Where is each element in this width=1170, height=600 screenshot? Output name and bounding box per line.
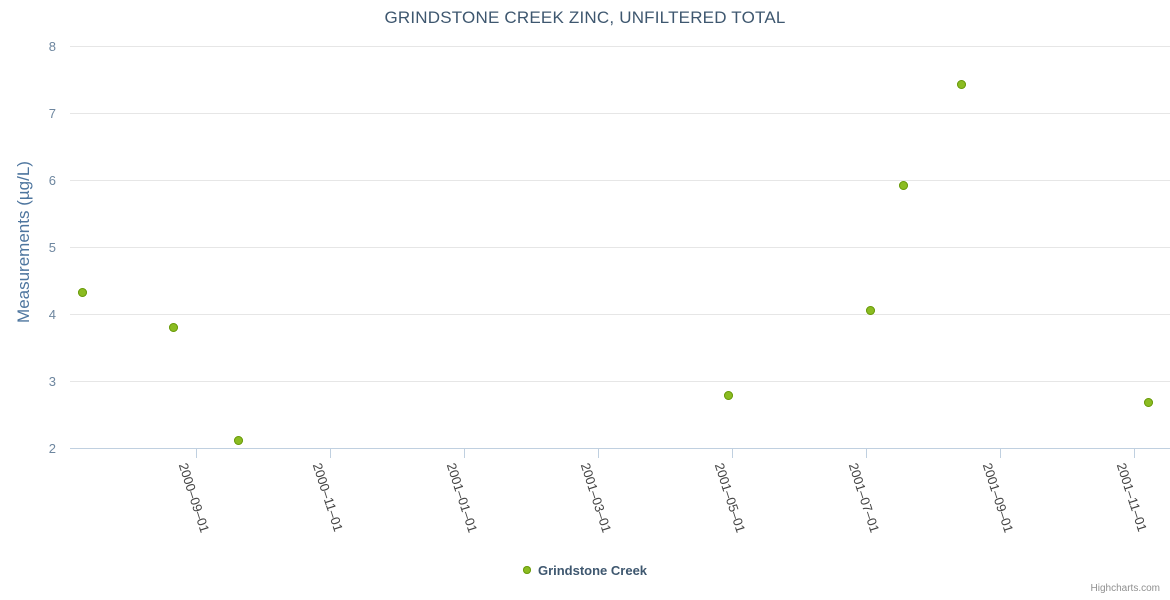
x-axis-tick-label: 2000–09–01 — [175, 461, 213, 535]
x-axis-tick-label: 2001–05–01 — [711, 461, 749, 535]
y-axis-tick-label: 7 — [48, 106, 56, 121]
gridline — [70, 180, 1170, 181]
gridline — [70, 113, 1170, 114]
y-axis-tick-label: 3 — [48, 374, 56, 389]
x-axis-tick-mark — [866, 449, 867, 458]
data-point[interactable] — [233, 435, 243, 445]
x-axis-tick-mark — [1000, 449, 1001, 458]
x-axis-tick-label: 2001–03–01 — [577, 461, 615, 535]
y-axis-tick-label: 2 — [48, 441, 56, 456]
gridline — [70, 247, 1170, 248]
data-point[interactable] — [956, 79, 966, 89]
x-axis-tick-mark — [464, 449, 465, 458]
gridline — [70, 314, 1170, 315]
y-axis-tick-label: 6 — [48, 173, 56, 188]
plot-area — [70, 46, 1170, 449]
data-point[interactable] — [168, 322, 178, 332]
data-point[interactable] — [723, 390, 733, 400]
x-axis-tick-mark — [732, 449, 733, 458]
x-axis-tick-mark — [1134, 449, 1135, 458]
data-point[interactable] — [77, 287, 87, 297]
x-axis-tick-label: 2001–09–01 — [979, 461, 1017, 535]
gridline — [70, 46, 1170, 47]
x-axis-tick-mark — [196, 449, 197, 458]
y-axis-tick-label: 5 — [48, 240, 56, 255]
x-axis-tick-label: 2001–07–01 — [845, 461, 883, 535]
data-point[interactable] — [898, 180, 908, 190]
chart-title: GRINDSTONE CREEK ZINC, UNFILTERED TOTAL — [384, 8, 786, 27]
legend-item-label: Grindstone Creek — [537, 562, 648, 578]
x-axis-tick-label: 2001–01–01 — [443, 461, 481, 535]
data-point[interactable] — [865, 305, 875, 315]
data-point[interactable] — [1143, 397, 1153, 407]
x-axis-line — [70, 448, 1170, 449]
x-axis-tick-mark — [598, 449, 599, 458]
chart-legend: Grindstone Creek — [0, 562, 1170, 578]
credits-link[interactable]: Highcharts.com — [1090, 583, 1160, 594]
gridline — [70, 381, 1170, 382]
y-axis-tick-label: 8 — [48, 39, 56, 54]
legend-marker-icon — [522, 566, 531, 574]
x-axis-tick-mark — [330, 449, 331, 458]
legend-item-grindstone-creek[interactable]: Grindstone Creek — [522, 562, 648, 578]
y-axis-tick-label: 4 — [48, 307, 56, 322]
x-axis-tick-label: 2000–11–01 — [309, 461, 347, 534]
y-axis-tick-labels: 8 7 6 5 4 3 2 — [0, 0, 62, 600]
x-axis-tick-label: 2001–11–01 — [1113, 461, 1151, 534]
